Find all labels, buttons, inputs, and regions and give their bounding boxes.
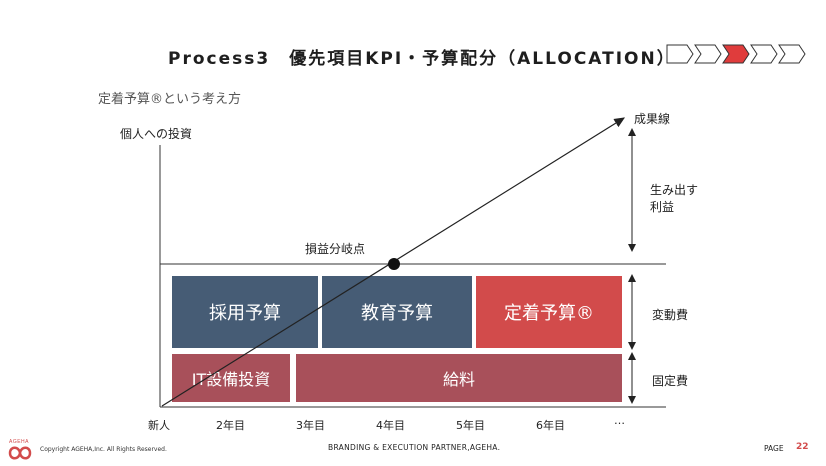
x-tick-label: … <box>614 414 625 427</box>
education-budget-block: 教育予算 <box>322 276 472 348</box>
process-step-arrows <box>666 44 806 64</box>
x-tick-label: 新人 <box>148 419 170 432</box>
x-tick-label: 4年目 <box>376 419 405 432</box>
performance-line-label: 成果線 <box>634 112 671 126</box>
x-tick-label: 5年目 <box>456 419 485 432</box>
step-arrow-1 <box>666 44 694 64</box>
profit-label: 生み出す 利益 <box>650 183 699 214</box>
x-tick-label: 2年目 <box>216 419 245 432</box>
step-arrow-5 <box>778 44 806 64</box>
step-arrow-2 <box>694 44 722 64</box>
page-number: 22 <box>796 442 809 452</box>
section-subtitle: 定着予算®という考え方 <box>98 92 242 107</box>
breakeven-point <box>388 258 400 270</box>
company-logo: AGEHA <box>6 436 34 466</box>
step-arrow-3-active <box>722 44 750 64</box>
svg-text:AGEHA: AGEHA <box>9 439 29 445</box>
footer-tagline: BRANDING & EXECUTION PARTNER,AGEHA. <box>328 443 501 452</box>
page-title: Process3 優先項目KPI・予算配分（ALLOCATION） <box>168 49 676 69</box>
recruit-budget-block: 採用予算 <box>172 276 318 348</box>
x-tick-label: 3年目 <box>296 419 325 432</box>
salary-block: 給料 <box>296 354 622 402</box>
y-axis-label: 個人への投資 <box>120 127 193 141</box>
step-arrow-4 <box>750 44 778 64</box>
variable-cost-label: 変動費 <box>652 308 689 322</box>
page-label: PAGE <box>764 444 784 453</box>
copyright-text: Copyright AGEHA,Inc. All Rights Reserved… <box>40 446 167 453</box>
ageha-logo-icon: AGEHA <box>8 439 32 460</box>
retention-budget-block: 定着予算® <box>476 276 622 348</box>
breakeven-label: 損益分岐点 <box>305 242 366 256</box>
fixed-cost-label: 固定費 <box>652 374 689 388</box>
process-steps <box>666 44 808 68</box>
x-tick-label: 6年目 <box>536 419 565 432</box>
